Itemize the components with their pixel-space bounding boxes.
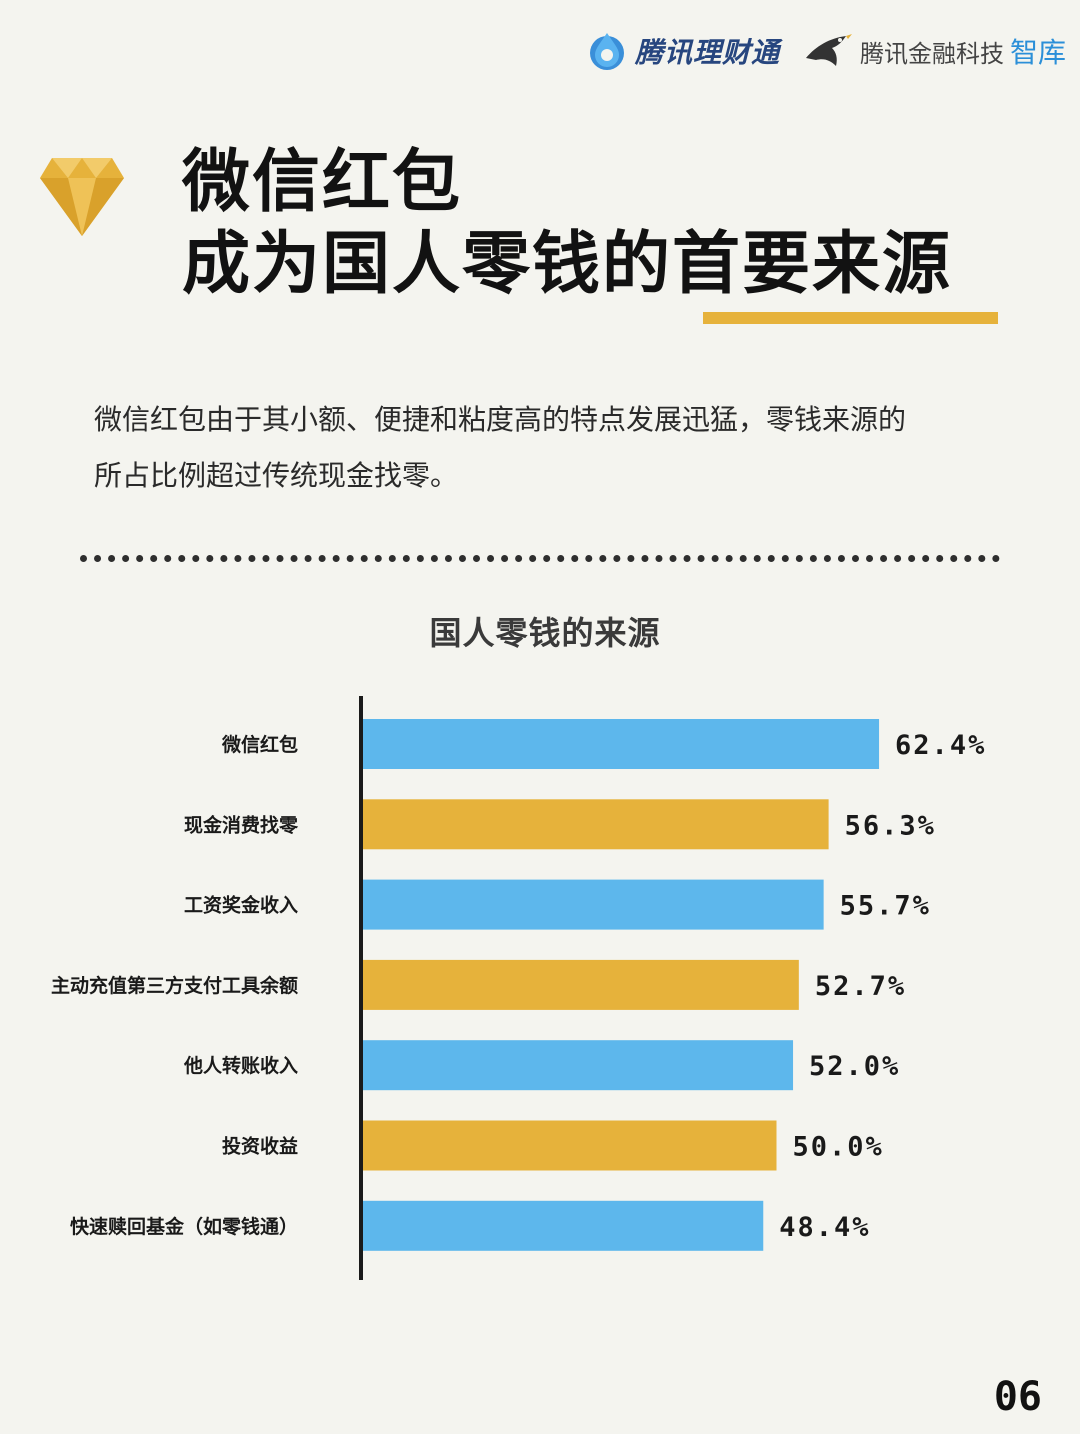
header-logos: 腾讯理财通 腾讯金融科技 智库 — [585, 28, 1066, 74]
category-label: 主动充值第三方支付工具余额 — [51, 974, 298, 997]
logo-licaitong-text: 腾讯理财通 — [634, 36, 780, 69]
value-label: 48.4% — [779, 1212, 870, 1243]
value-label: 50.0% — [793, 1132, 884, 1163]
value-label: 56.3% — [845, 810, 936, 841]
intro-line-1: 微信红包由于其小额、便捷和粘度高的特点发展迅猛，零钱来源的 — [94, 403, 907, 436]
bar — [363, 1040, 794, 1091]
dotted-divider — [80, 555, 1000, 562]
category-label: 他人转账收入 — [183, 1054, 298, 1077]
headline-line-1: 微信红包 — [182, 143, 463, 222]
value-label: 52.7% — [815, 971, 906, 1002]
bar — [363, 799, 829, 850]
bar — [363, 959, 799, 1010]
category-label: 微信红包 — [221, 733, 298, 756]
bar — [363, 719, 880, 769]
bar — [363, 1200, 764, 1251]
value-label: 52.0% — [809, 1051, 900, 1082]
value-label: 55.7% — [840, 891, 931, 922]
droplet-logo-icon — [589, 33, 624, 70]
intro-line-2: 所占比例超过传统现金找零。 — [94, 459, 459, 492]
intro-paragraph: 微信红包由于其小额、便捷和粘度高的特点发展迅猛，零钱来源的 所占比例超过传统现金… — [94, 392, 1004, 504]
bar-chart: 微信红包 62.4% 现金消费找零 56.3% 工资奖金收入 55.7% 主动充值第三方支付… — [51, 696, 986, 1280]
value-label: 62.4% — [895, 730, 986, 761]
category-label: 快速赎回基金（如零钱通） — [70, 1215, 298, 1238]
category-label: 现金消费找零 — [184, 813, 299, 836]
logo-licaitong: 腾讯理财通 — [585, 29, 780, 73]
logo-fintech-accent: 智库 — [1009, 36, 1066, 69]
logo-fintech-think-tank: 腾讯金融科技 智库 — [802, 28, 1066, 74]
logo-fintech-text: 腾讯金融科技 — [859, 39, 1004, 68]
headline-line-2: 成为国人零钱的首要来源 — [182, 225, 953, 304]
page-number: 06 — [993, 1374, 1042, 1420]
bar — [363, 879, 824, 930]
category-label: 投资收益 — [222, 1135, 298, 1158]
headline: 微信红包 成为国人零钱的首要来源 — [182, 142, 952, 306]
headline-underline — [703, 312, 998, 324]
bar — [363, 1120, 777, 1171]
chart-title: 国人零钱的来源 — [429, 614, 661, 652]
category-label: 工资奖金收入 — [184, 894, 298, 917]
bird-logo-icon — [805, 34, 852, 66]
diamond-icon — [40, 158, 124, 236]
